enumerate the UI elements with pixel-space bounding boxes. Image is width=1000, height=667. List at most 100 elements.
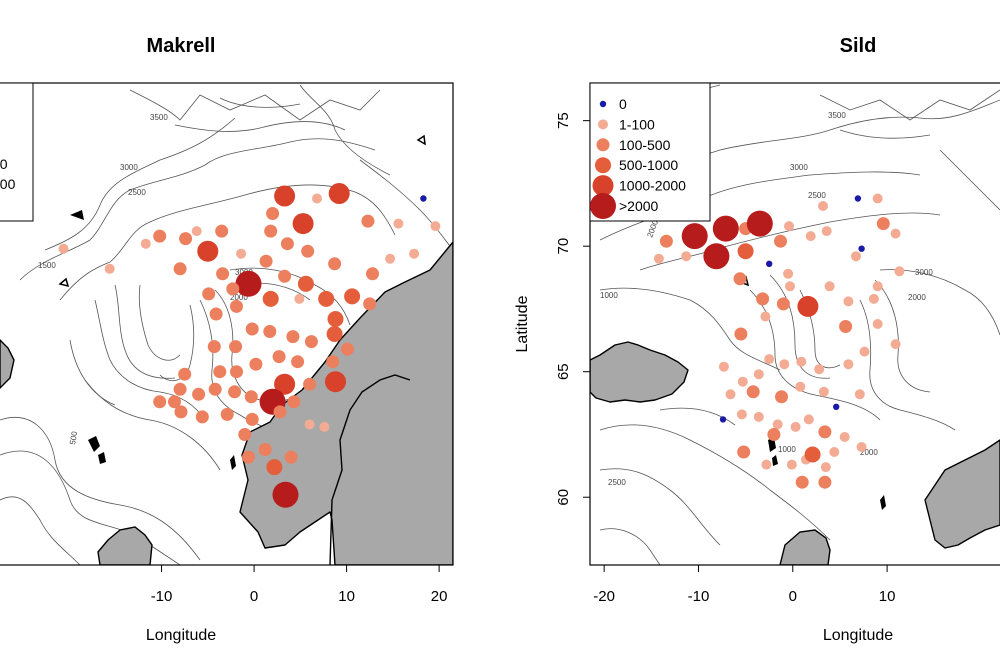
catch-point xyxy=(104,263,115,274)
shetland-islands xyxy=(880,495,886,510)
x-tick-label: 0 xyxy=(250,588,258,605)
svg-text:2000: 2000 xyxy=(908,293,926,302)
catch-point xyxy=(733,272,747,286)
catch-point xyxy=(839,432,850,442)
catch-point xyxy=(303,377,317,391)
land-masses xyxy=(590,275,1000,565)
catch-point xyxy=(876,217,890,231)
catch-point xyxy=(215,224,229,238)
catch-point xyxy=(776,297,790,311)
legend-swatch xyxy=(596,138,610,152)
legend-label: 500-1000 xyxy=(619,157,678,173)
catch-point xyxy=(209,307,223,321)
catch-point xyxy=(761,459,772,470)
x-tick-label: -20 xyxy=(593,588,615,605)
svg-text:3000: 3000 xyxy=(915,268,933,277)
catch-point xyxy=(659,234,673,248)
x-tick-label: 10 xyxy=(338,588,355,605)
catch-point xyxy=(297,275,314,292)
plot-frame xyxy=(0,82,454,566)
catch-point xyxy=(786,459,797,470)
catch-point xyxy=(202,287,216,301)
catch-point xyxy=(191,226,202,237)
legend-swatch xyxy=(590,193,616,219)
catch-point xyxy=(140,238,151,249)
iceland-landmass xyxy=(0,339,15,389)
catch-point xyxy=(235,270,262,297)
x-axis: -20 -10 0 10 Longitude xyxy=(593,565,895,644)
catch-point xyxy=(272,481,299,508)
catch-point xyxy=(736,409,747,420)
catch-point xyxy=(872,193,883,204)
catch-point xyxy=(854,389,865,400)
catch-point xyxy=(238,428,252,441)
catch-point xyxy=(230,299,243,313)
catch-point xyxy=(301,244,315,258)
catch-point xyxy=(230,365,243,379)
x-tick-label: 20 xyxy=(431,588,448,605)
catch-point xyxy=(228,385,242,399)
catch-point xyxy=(430,221,441,232)
plot-frame xyxy=(589,82,1000,566)
svg-text:3000: 3000 xyxy=(120,163,138,172)
catch-points xyxy=(653,193,905,489)
norway-landmass xyxy=(924,439,1000,549)
catch-point xyxy=(178,367,192,381)
catch-point xyxy=(385,253,396,264)
legend-swatch xyxy=(592,175,614,197)
spitsbergen-coast xyxy=(70,210,84,220)
catch-point xyxy=(284,450,298,464)
catch-point xyxy=(242,450,255,464)
catch-point xyxy=(179,232,193,246)
catch-point xyxy=(263,325,277,338)
legend-label: 00 xyxy=(0,156,8,172)
panel-title: Makrell xyxy=(147,35,216,57)
svg-text:500: 500 xyxy=(68,430,79,445)
x-axis: -10 0 10 20 Longitude xyxy=(146,565,448,644)
x-tick-label: -10 xyxy=(688,588,710,605)
catch-point xyxy=(278,269,292,283)
x-tick-label: 10 xyxy=(879,588,896,605)
catch-point xyxy=(890,228,901,239)
svg-text:3500: 3500 xyxy=(150,113,168,122)
catch-point xyxy=(287,395,301,409)
catch-point xyxy=(266,459,283,476)
catch-point xyxy=(783,268,794,279)
catch-point xyxy=(814,364,825,375)
catch-point xyxy=(795,475,809,489)
catch-point xyxy=(818,425,832,439)
svg-text:1000: 1000 xyxy=(600,291,618,300)
catch-point xyxy=(286,330,300,344)
catch-point xyxy=(805,231,816,242)
y-axis-label: Latitude xyxy=(514,295,531,352)
catch-point xyxy=(291,355,305,369)
catch-point xyxy=(764,354,775,365)
catch-point xyxy=(326,326,343,342)
catch-point xyxy=(328,183,350,204)
catch-point xyxy=(712,215,739,242)
faroe-islands xyxy=(88,436,106,464)
catch-point xyxy=(756,292,770,306)
catch-point xyxy=(718,361,729,372)
catch-point xyxy=(318,290,335,307)
scandinavia-landmass xyxy=(239,241,453,565)
catch-point xyxy=(653,253,664,264)
x-axis-label: Longitude xyxy=(823,627,893,644)
catch-point xyxy=(703,243,730,270)
catch-point xyxy=(753,411,764,422)
catch-point xyxy=(859,346,870,357)
catch-point xyxy=(173,262,187,276)
catch-point xyxy=(796,356,807,367)
catch-point xyxy=(361,214,375,228)
iceland-landmass xyxy=(590,341,689,403)
sild-panel: Sild xyxy=(514,35,1000,644)
catch-point xyxy=(774,234,787,248)
catch-point xyxy=(366,267,379,281)
catch-point xyxy=(820,462,831,473)
catch-point xyxy=(168,395,181,409)
catch-point xyxy=(264,224,278,238)
legend-label: 1000-2000 xyxy=(619,178,686,194)
catch-point xyxy=(821,226,832,237)
catch-point xyxy=(274,373,296,395)
y-tick-label: 70 xyxy=(555,238,572,255)
